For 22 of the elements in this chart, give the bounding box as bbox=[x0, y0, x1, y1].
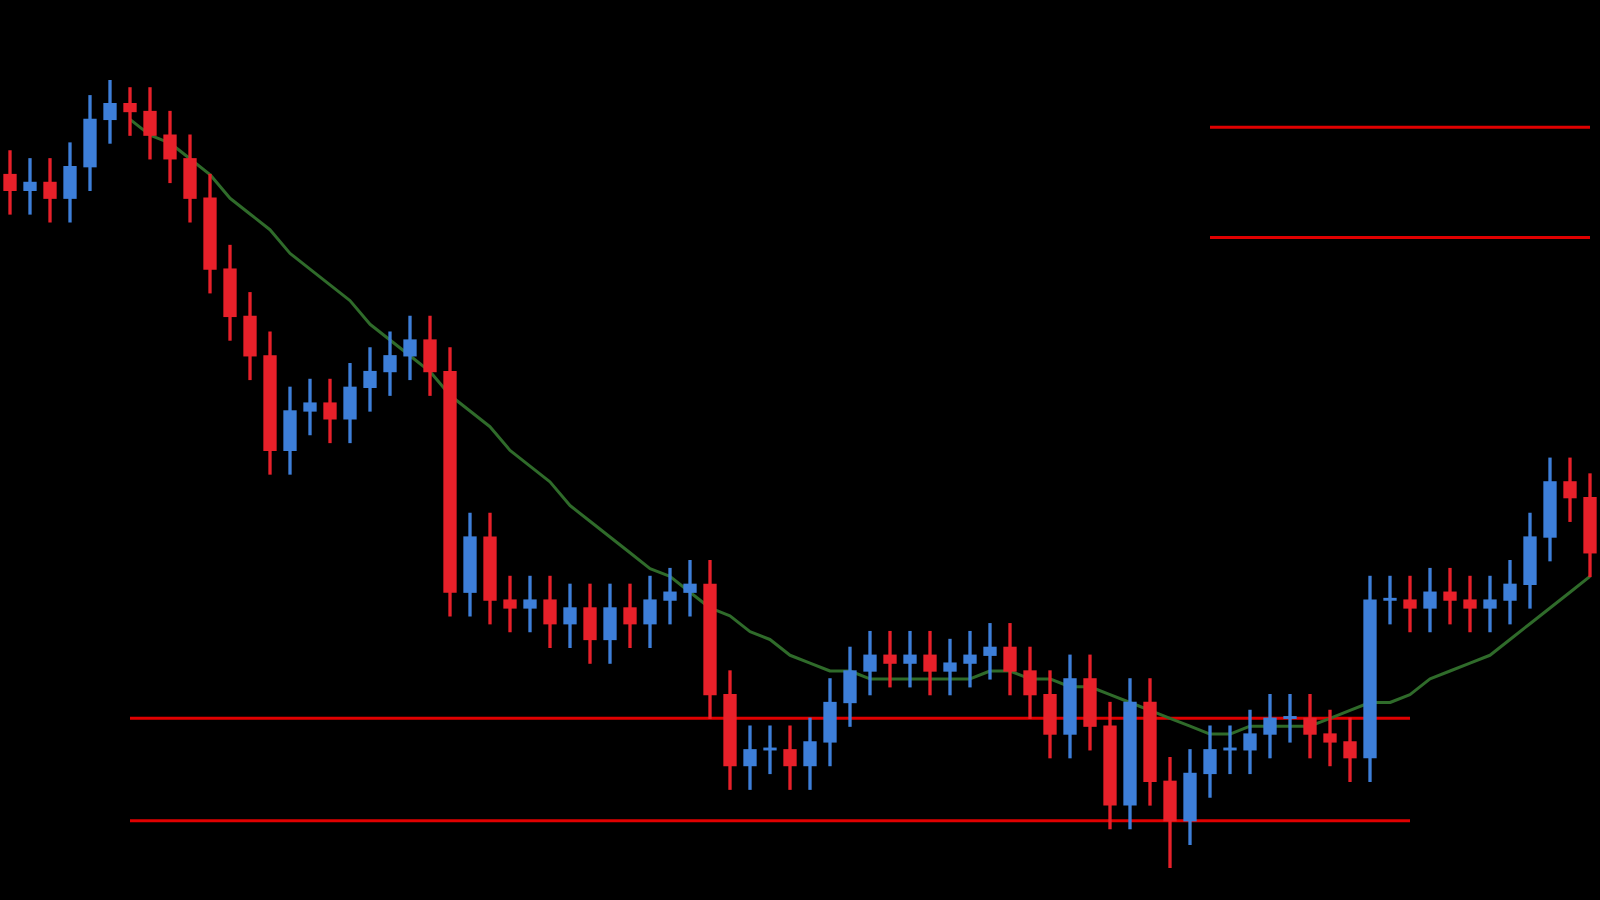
candlestick bbox=[523, 575, 537, 633]
candlestick bbox=[663, 567, 677, 625]
candlestick bbox=[43, 158, 57, 223]
candlestick bbox=[883, 630, 897, 688]
candlestick bbox=[1483, 575, 1497, 633]
candlestick bbox=[3, 150, 17, 215]
candlestick bbox=[503, 575, 517, 633]
candlestick bbox=[1463, 575, 1477, 633]
candlestick bbox=[363, 347, 377, 412]
candlestick bbox=[1283, 693, 1297, 743]
candlestick bbox=[1403, 575, 1417, 633]
candlestick bbox=[1383, 575, 1397, 625]
candlestick bbox=[123, 87, 137, 136]
candlestick bbox=[1323, 709, 1337, 767]
candlestick bbox=[943, 638, 957, 696]
candlestick bbox=[1443, 567, 1457, 625]
candlestick bbox=[963, 630, 977, 688]
candlestick bbox=[23, 158, 37, 215]
candlestick bbox=[303, 378, 317, 436]
candlestick bbox=[903, 630, 917, 688]
candlestick bbox=[983, 623, 997, 680]
candlestick bbox=[683, 560, 697, 617]
